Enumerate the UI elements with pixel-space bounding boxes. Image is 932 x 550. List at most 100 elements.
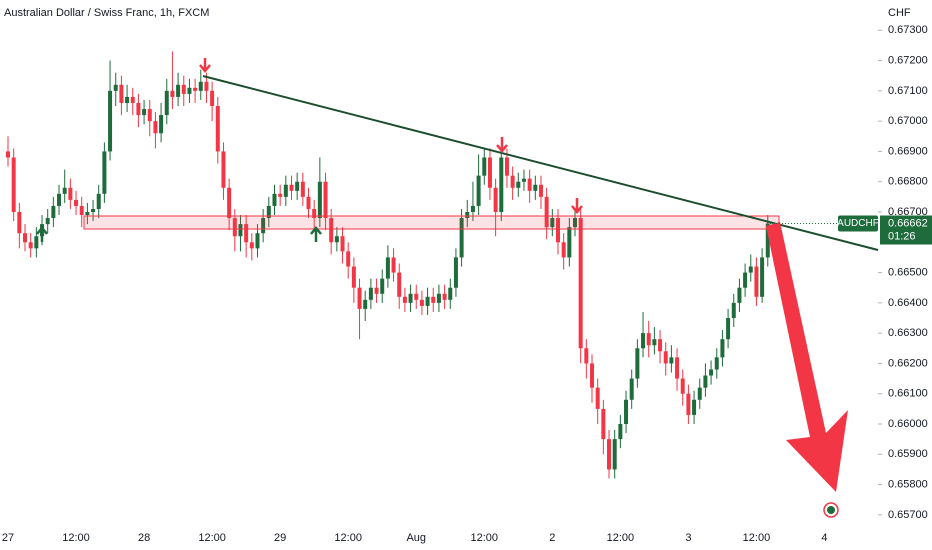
candle-body xyxy=(760,257,765,297)
candle-body xyxy=(680,378,685,394)
candle-body xyxy=(164,90,169,116)
candle-body xyxy=(419,299,424,306)
candle-body xyxy=(431,296,436,303)
x-tick-label: 29 xyxy=(274,532,286,544)
candle-body xyxy=(635,348,640,379)
candle-body xyxy=(368,287,373,300)
candle-body xyxy=(448,287,453,300)
candle-body xyxy=(142,109,147,116)
candle-body xyxy=(45,218,50,225)
y-tick-label: 0.66700 xyxy=(888,206,928,218)
symbol-box xyxy=(838,215,878,232)
candle-body xyxy=(703,375,708,388)
candle-body xyxy=(709,369,714,376)
candle-body xyxy=(538,184,543,197)
candle-body xyxy=(499,157,504,212)
candle-body xyxy=(170,90,175,97)
y-tick-label: 0.66200 xyxy=(888,357,928,369)
y-tick-label: 0.66300 xyxy=(888,327,928,339)
candle-body xyxy=(567,227,572,258)
candle-body xyxy=(193,87,198,91)
candle-body xyxy=(743,272,748,288)
candle-body xyxy=(612,439,617,470)
trend-line xyxy=(202,75,879,251)
candle-body xyxy=(221,151,226,188)
candle-body xyxy=(136,102,141,116)
candle-body xyxy=(176,84,181,97)
candle-body xyxy=(408,293,413,303)
candle-body xyxy=(17,212,22,234)
candle-body xyxy=(510,175,515,188)
candle-body xyxy=(397,272,402,297)
candle-body xyxy=(249,242,254,249)
candle-body xyxy=(391,257,396,273)
candle-body xyxy=(533,184,538,191)
candle-body xyxy=(414,293,419,300)
candle-body xyxy=(380,278,385,294)
candle-body xyxy=(34,236,39,249)
event-icon-dot xyxy=(827,506,835,514)
candle-body xyxy=(204,81,209,91)
candle-body xyxy=(159,115,164,134)
candle-body xyxy=(590,363,595,388)
y-tick-label: 0.67100 xyxy=(888,85,928,97)
candle-body xyxy=(6,151,10,158)
candle-body xyxy=(748,266,753,273)
candle-body xyxy=(470,205,475,212)
candle-body xyxy=(726,318,731,340)
candle-body xyxy=(266,205,271,219)
down-arrow xyxy=(496,137,508,153)
candle-body xyxy=(686,393,691,415)
candle-body xyxy=(102,151,107,194)
candle-body xyxy=(754,266,759,297)
candle-body xyxy=(181,84,186,94)
candle-body xyxy=(79,205,84,216)
y-tick-label: 0.66500 xyxy=(888,266,928,278)
candle-body xyxy=(130,96,135,103)
up-arrow xyxy=(36,226,48,242)
candle-body xyxy=(561,242,566,258)
candle-body xyxy=(652,339,657,346)
candle-body xyxy=(436,293,441,303)
candle-body xyxy=(272,193,277,206)
candle-body xyxy=(692,399,697,415)
candle-body xyxy=(658,339,663,352)
candle-body xyxy=(244,224,249,243)
candle-body xyxy=(385,257,390,279)
candle-body xyxy=(584,348,589,364)
currency-label: CHF xyxy=(888,7,911,19)
last-price-label: 0.66662 xyxy=(888,217,928,229)
symbol-label: AUDCHF xyxy=(837,218,879,229)
candle-body xyxy=(85,212,90,216)
x-tick-label: 12:00 xyxy=(198,532,226,544)
candle-body xyxy=(607,439,612,470)
price-axis: 0.65700 0.65800 0.65900 0.66000 0.66100 0.662… xyxy=(2,24,932,544)
down-arrow xyxy=(199,58,211,73)
candle-body xyxy=(351,266,356,288)
candle-body xyxy=(91,208,96,212)
candle-body xyxy=(669,357,674,364)
y-tick-label: 0.66900 xyxy=(888,145,928,157)
candle-body xyxy=(28,242,33,249)
x-tick-label: 12:00 xyxy=(62,532,90,544)
candle-body xyxy=(306,196,311,209)
candle-body xyxy=(765,223,770,258)
candle-body xyxy=(618,424,623,440)
x-tick-label: 12:00 xyxy=(743,532,771,544)
candle-body xyxy=(278,193,283,197)
y-tick-label: 0.66000 xyxy=(888,418,928,430)
candle-body xyxy=(346,251,351,267)
candle-body xyxy=(323,181,328,219)
candle-body xyxy=(737,287,742,303)
candle-body xyxy=(300,181,305,197)
candle-body xyxy=(555,218,560,243)
projection-arrow xyxy=(766,222,848,492)
candle-body xyxy=(465,212,470,219)
resistance-zone xyxy=(83,215,780,230)
candle-body xyxy=(198,81,203,91)
candle-body xyxy=(125,96,130,103)
candle-body xyxy=(516,181,521,188)
candle-body xyxy=(57,193,62,206)
x-tick-label: 12:00 xyxy=(607,532,635,544)
